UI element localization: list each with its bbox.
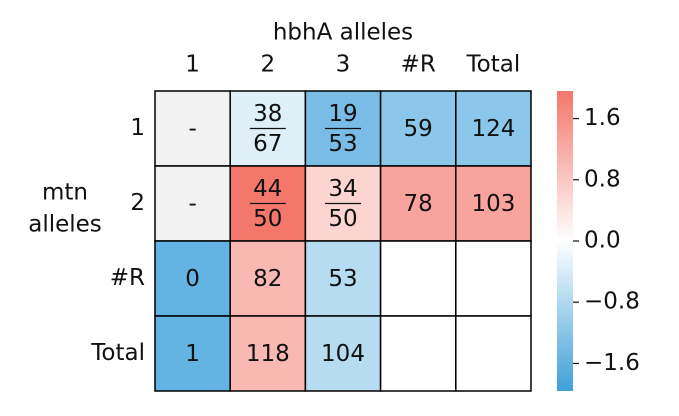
colorbar <box>557 91 573 391</box>
cell-value: 103 <box>471 191 515 217</box>
cell-value: 0 <box>185 266 200 292</box>
numerator: 44 <box>253 176 282 202</box>
column-title: hbhA alleles <box>273 20 413 46</box>
cell-value: 1 <box>185 341 200 367</box>
row-title: mtn <box>42 180 88 206</box>
denominator: 53 <box>328 131 357 157</box>
row-label: 1 <box>130 115 145 141</box>
numerator: 34 <box>328 176 357 202</box>
numerator: 38 <box>253 101 282 127</box>
cell-value: 104 <box>321 341 365 367</box>
row-label: #R <box>110 265 145 291</box>
colorbar-tick-label: −0.8 <box>584 289 640 315</box>
cell <box>455 165 532 242</box>
colorbar-tick-label: 0.0 <box>584 228 621 254</box>
cell <box>379 165 457 242</box>
column-label: #R <box>401 52 436 78</box>
colorbar-tick-label: −1.6 <box>584 350 640 376</box>
column-label: 3 <box>336 52 351 78</box>
cell-value: 53 <box>328 266 357 292</box>
denominator: 50 <box>253 206 282 232</box>
colorbar-tick-label: 1.6 <box>584 105 621 131</box>
cell <box>455 240 532 317</box>
cell <box>154 315 231 392</box>
cell <box>379 315 457 392</box>
column-label: 2 <box>260 52 275 78</box>
row-label: 2 <box>130 190 145 216</box>
cell-value: 78 <box>404 191 433 217</box>
numerator: 19 <box>328 101 357 127</box>
cell <box>229 240 307 317</box>
cell <box>154 165 231 242</box>
cell-value: 124 <box>471 116 515 142</box>
cell <box>455 90 532 167</box>
cell-value: - <box>188 116 196 142</box>
column-label: 1 <box>185 52 200 78</box>
denominator: 67 <box>253 131 282 157</box>
cell-value: 59 <box>404 116 433 142</box>
row-title: alleles <box>28 212 102 238</box>
cell <box>154 90 231 167</box>
row-label: Total <box>90 340 145 366</box>
cell-value: - <box>188 191 196 217</box>
cell <box>379 90 457 167</box>
colorbar-tick-label: 0.8 <box>584 166 621 192</box>
cell <box>455 315 532 392</box>
cell <box>154 240 231 317</box>
denominator: 50 <box>328 206 357 232</box>
cell <box>379 240 457 317</box>
cell-value: 118 <box>246 341 290 367</box>
column-label: Total <box>466 52 521 78</box>
cell-value: 82 <box>253 266 282 292</box>
